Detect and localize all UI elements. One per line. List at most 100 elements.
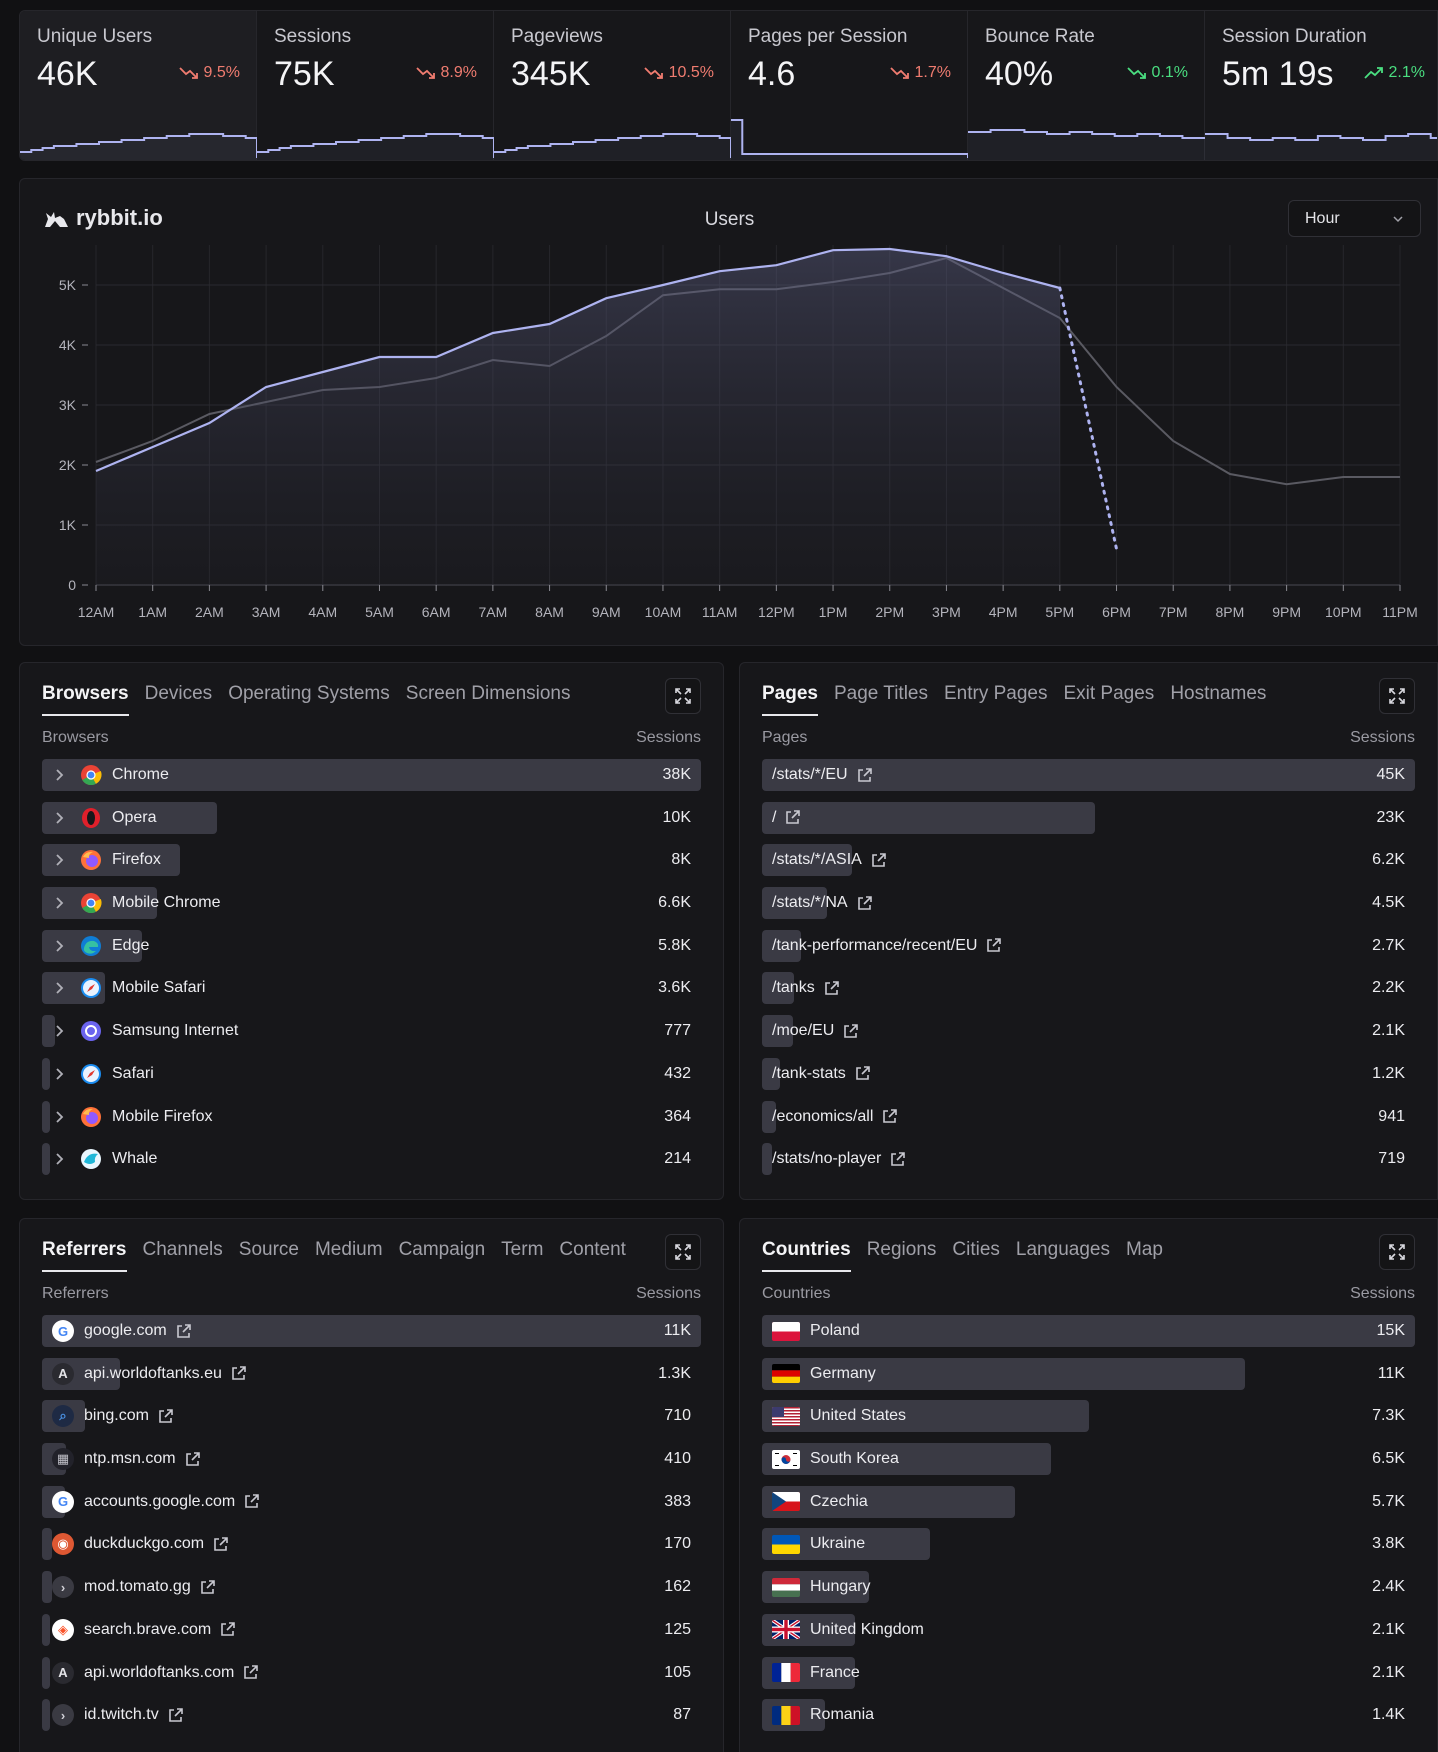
tab-entry-pages[interactable]: Entry Pages: [943, 683, 1048, 704]
expand-button[interactable]: [1379, 678, 1415, 714]
external-link-icon[interactable]: [870, 852, 887, 869]
chevron-right-icon[interactable]: [52, 1152, 66, 1166]
tab-cities[interactable]: Cities: [952, 1239, 1000, 1260]
tab-campaign[interactable]: Campaign: [398, 1239, 486, 1260]
metric-card[interactable]: Session Duration 5m 19s 2.1%: [1205, 11, 1437, 160]
country-row[interactable]: South Korea 6.5K: [762, 1443, 1415, 1476]
tab-source[interactable]: Source: [238, 1239, 299, 1260]
tab-referrers[interactable]: Referrers: [42, 1239, 127, 1272]
external-link-icon[interactable]: [881, 1108, 898, 1125]
external-link-icon[interactable]: [219, 1621, 236, 1638]
country-row[interactable]: Romania 1.4K: [762, 1699, 1415, 1732]
country-row[interactable]: France 2.1K: [762, 1656, 1415, 1689]
granularity-select[interactable]: Hour: [1288, 200, 1421, 237]
tab-countries[interactable]: Countries: [762, 1239, 851, 1272]
expand-button[interactable]: [665, 1234, 701, 1270]
tab-map[interactable]: Map: [1125, 1239, 1163, 1260]
browser-row[interactable]: Edge 5.8K: [42, 929, 701, 962]
referrer-row[interactable]: ⌕ bing.com 710: [42, 1400, 701, 1433]
browser-row[interactable]: Samsung Internet 777: [42, 1015, 701, 1048]
chevron-right-icon[interactable]: [52, 1067, 66, 1081]
chevron-right-icon[interactable]: [52, 939, 66, 953]
country-row[interactable]: United Kingdom 2.1K: [762, 1613, 1415, 1646]
chevron-right-icon[interactable]: [52, 768, 66, 782]
chevron-right-icon[interactable]: [52, 853, 66, 867]
external-link-icon[interactable]: [199, 1579, 216, 1596]
tab-channels[interactable]: Channels: [142, 1239, 223, 1260]
chevron-right-icon[interactable]: [52, 1110, 66, 1124]
external-link-icon[interactable]: [856, 895, 873, 912]
chevron-right-icon[interactable]: [52, 896, 66, 910]
external-link-icon[interactable]: [856, 767, 873, 784]
browser-row[interactable]: Firefox 8K: [42, 844, 701, 877]
page-row[interactable]: /stats/*/NA 4.5K: [762, 887, 1415, 920]
external-link-icon[interactable]: [889, 1151, 906, 1168]
external-link-icon[interactable]: [854, 1065, 871, 1082]
country-row[interactable]: Poland 15K: [762, 1315, 1415, 1347]
rybbit-logo[interactable]: rybbit.io: [42, 205, 163, 231]
browser-row[interactable]: Mobile Firefox 364: [42, 1100, 701, 1133]
external-link-icon[interactable]: [212, 1536, 229, 1553]
tab-hostnames[interactable]: Hostnames: [1170, 683, 1267, 704]
external-link-icon[interactable]: [784, 809, 801, 826]
metric-card[interactable]: Sessions 75K 8.9%: [257, 11, 494, 160]
external-link-icon[interactable]: [823, 980, 840, 997]
page-row[interactable]: / 23K: [762, 801, 1415, 834]
tab-browsers[interactable]: Browsers: [42, 683, 129, 716]
external-link-icon[interactable]: [175, 1323, 192, 1340]
referrer-row[interactable]: ◉ duckduckgo.com 170: [42, 1528, 701, 1561]
tab-devices[interactable]: Devices: [144, 683, 213, 704]
referrer-row[interactable]: ▦ ntp.msn.com 410: [42, 1443, 701, 1476]
browser-row[interactable]: Safari 432: [42, 1057, 701, 1090]
browser-row[interactable]: Chrome 38K: [42, 759, 701, 791]
tab-pages[interactable]: Pages: [762, 683, 818, 716]
tab-content[interactable]: Content: [559, 1239, 626, 1260]
tab-medium[interactable]: Medium: [314, 1239, 383, 1260]
page-row[interactable]: /tanks 2.2K: [762, 972, 1415, 1005]
tab-regions[interactable]: Regions: [866, 1239, 937, 1260]
tab-term[interactable]: Term: [501, 1239, 544, 1260]
expand-button[interactable]: [1379, 1234, 1415, 1270]
metric-card[interactable]: Pageviews 345K 10.5%: [494, 11, 731, 160]
external-link-icon[interactable]: [184, 1451, 201, 1468]
page-row[interactable]: /moe/EU 2.1K: [762, 1015, 1415, 1048]
page-row[interactable]: /tank-stats 1.2K: [762, 1057, 1415, 1090]
browser-row[interactable]: Opera 10K: [42, 801, 701, 834]
page-row[interactable]: /economics/all 941: [762, 1100, 1415, 1133]
country-row[interactable]: Hungary 2.4K: [762, 1571, 1415, 1604]
chevron-right-icon[interactable]: [52, 1024, 66, 1038]
browser-row[interactable]: Mobile Chrome 6.6K: [42, 887, 701, 920]
country-row[interactable]: Ukraine 3.8K: [762, 1528, 1415, 1561]
country-row[interactable]: Germany 11K: [762, 1357, 1415, 1390]
tab-screen-dimensions[interactable]: Screen Dimensions: [405, 683, 571, 704]
country-row[interactable]: Czechia 5.7K: [762, 1485, 1415, 1518]
page-row[interactable]: /stats/*/EU 45K: [762, 759, 1415, 791]
browser-row[interactable]: Whale 214: [42, 1143, 701, 1176]
tab-page-titles[interactable]: Page Titles: [833, 683, 928, 704]
external-link-icon[interactable]: [167, 1707, 184, 1724]
external-link-icon[interactable]: [157, 1408, 174, 1425]
expand-button[interactable]: [665, 678, 701, 714]
chevron-right-icon[interactable]: [52, 981, 66, 995]
tab-languages[interactable]: Languages: [1015, 1239, 1110, 1260]
metric-card[interactable]: Bounce Rate 40% 0.1%: [968, 11, 1205, 160]
page-row[interactable]: /stats/no-player 719: [762, 1143, 1415, 1176]
metric-card[interactable]: Pages per Session 4.6 1.7%: [731, 11, 968, 160]
external-link-icon[interactable]: [985, 937, 1002, 954]
tab-exit-pages[interactable]: Exit Pages: [1063, 683, 1155, 704]
external-link-icon[interactable]: [243, 1493, 260, 1510]
page-row[interactable]: /stats/*/ASIA 6.2K: [762, 844, 1415, 877]
referrer-row[interactable]: ◈ search.brave.com 125: [42, 1613, 701, 1646]
page-row[interactable]: /tank-performance/recent/EU 2.7K: [762, 929, 1415, 962]
external-link-icon[interactable]: [230, 1365, 247, 1382]
country-row[interactable]: United States 7.3K: [762, 1400, 1415, 1433]
referrer-row[interactable]: › id.twitch.tv 87: [42, 1699, 701, 1732]
metric-card[interactable]: Unique Users 46K 9.5%: [20, 11, 257, 160]
external-link-icon[interactable]: [242, 1664, 259, 1681]
referrer-row[interactable]: › mod.tomato.gg 162: [42, 1571, 701, 1604]
external-link-icon[interactable]: [842, 1023, 859, 1040]
